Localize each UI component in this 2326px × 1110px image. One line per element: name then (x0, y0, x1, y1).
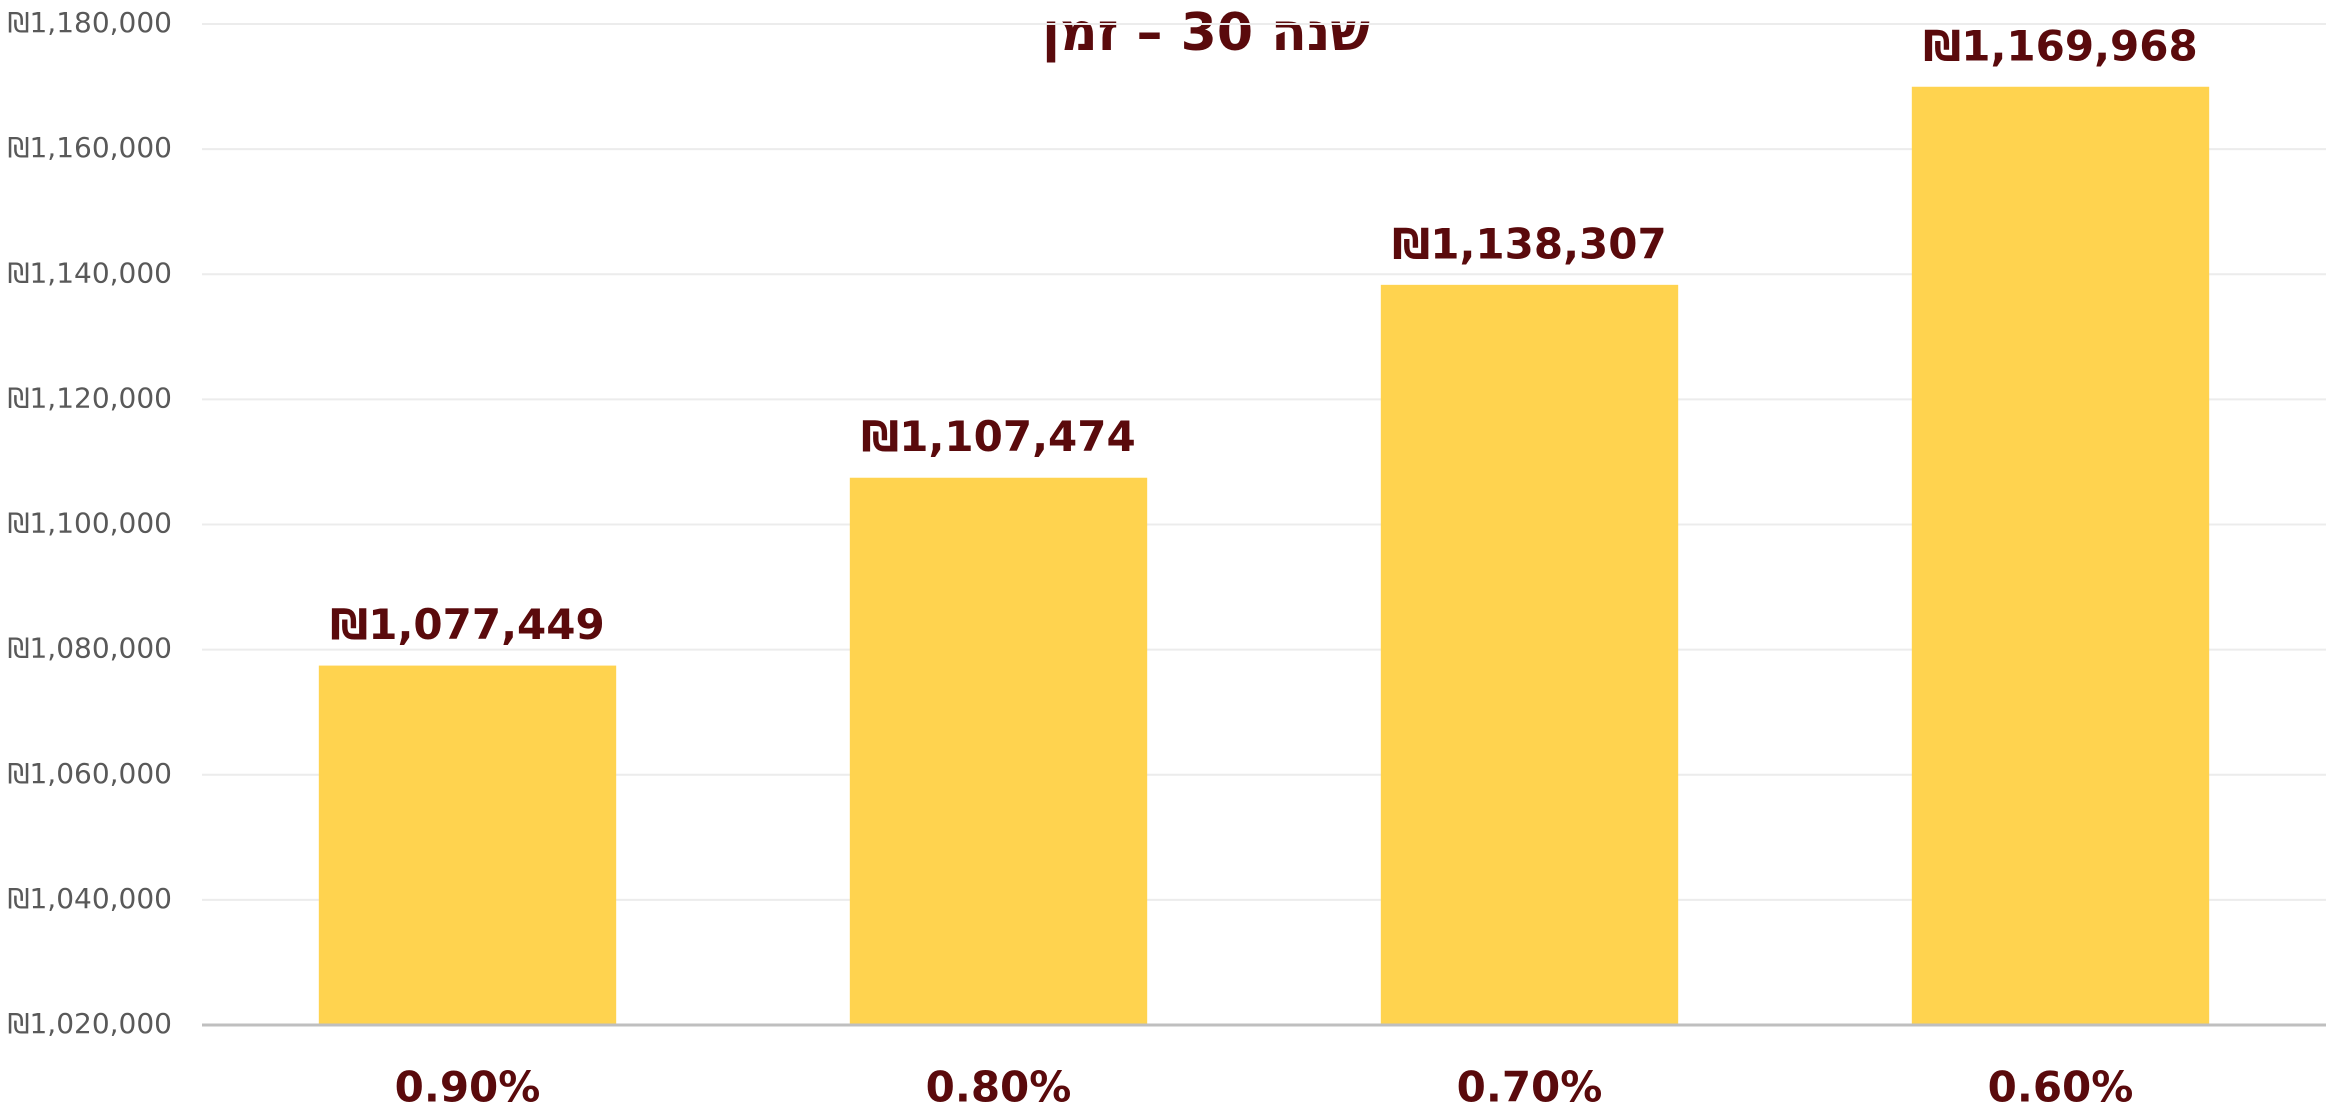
y-tick-label: ₪1,160,000 (8, 131, 172, 164)
value-label: ₪1,138,307 (1392, 219, 1666, 268)
bar (318, 665, 617, 1025)
y-tick-label: ₪1,080,000 (8, 632, 172, 665)
value-label: ₪1,169,968 (1923, 21, 2197, 70)
x-tick-label: 0.60% (1988, 1063, 2134, 1110)
x-tick-label: 0.90% (395, 1063, 541, 1110)
value-label: ₪1,077,449 (330, 600, 604, 649)
bar (849, 477, 1148, 1025)
y-tick-label: ₪1,020,000 (8, 1007, 172, 1040)
x-tick-label: 0.70% (1457, 1063, 1603, 1110)
bar (1911, 86, 2210, 1026)
chart-title: שנה 30 – זמן (1042, 3, 1370, 63)
y-tick-label: ₪1,040,000 (8, 882, 172, 915)
y-tick-label: ₪1,060,000 (8, 757, 172, 790)
y-tick-label: ₪1,140,000 (8, 256, 172, 289)
x-tick-label: 0.80% (926, 1063, 1072, 1110)
y-tick-label: ₪1,120,000 (8, 381, 172, 414)
y-tick-label: ₪1,100,000 (8, 507, 172, 540)
value-label: ₪1,107,474 (861, 412, 1135, 461)
y-tick-label: ₪1,180,000 (8, 6, 172, 39)
bar (1380, 284, 1679, 1026)
